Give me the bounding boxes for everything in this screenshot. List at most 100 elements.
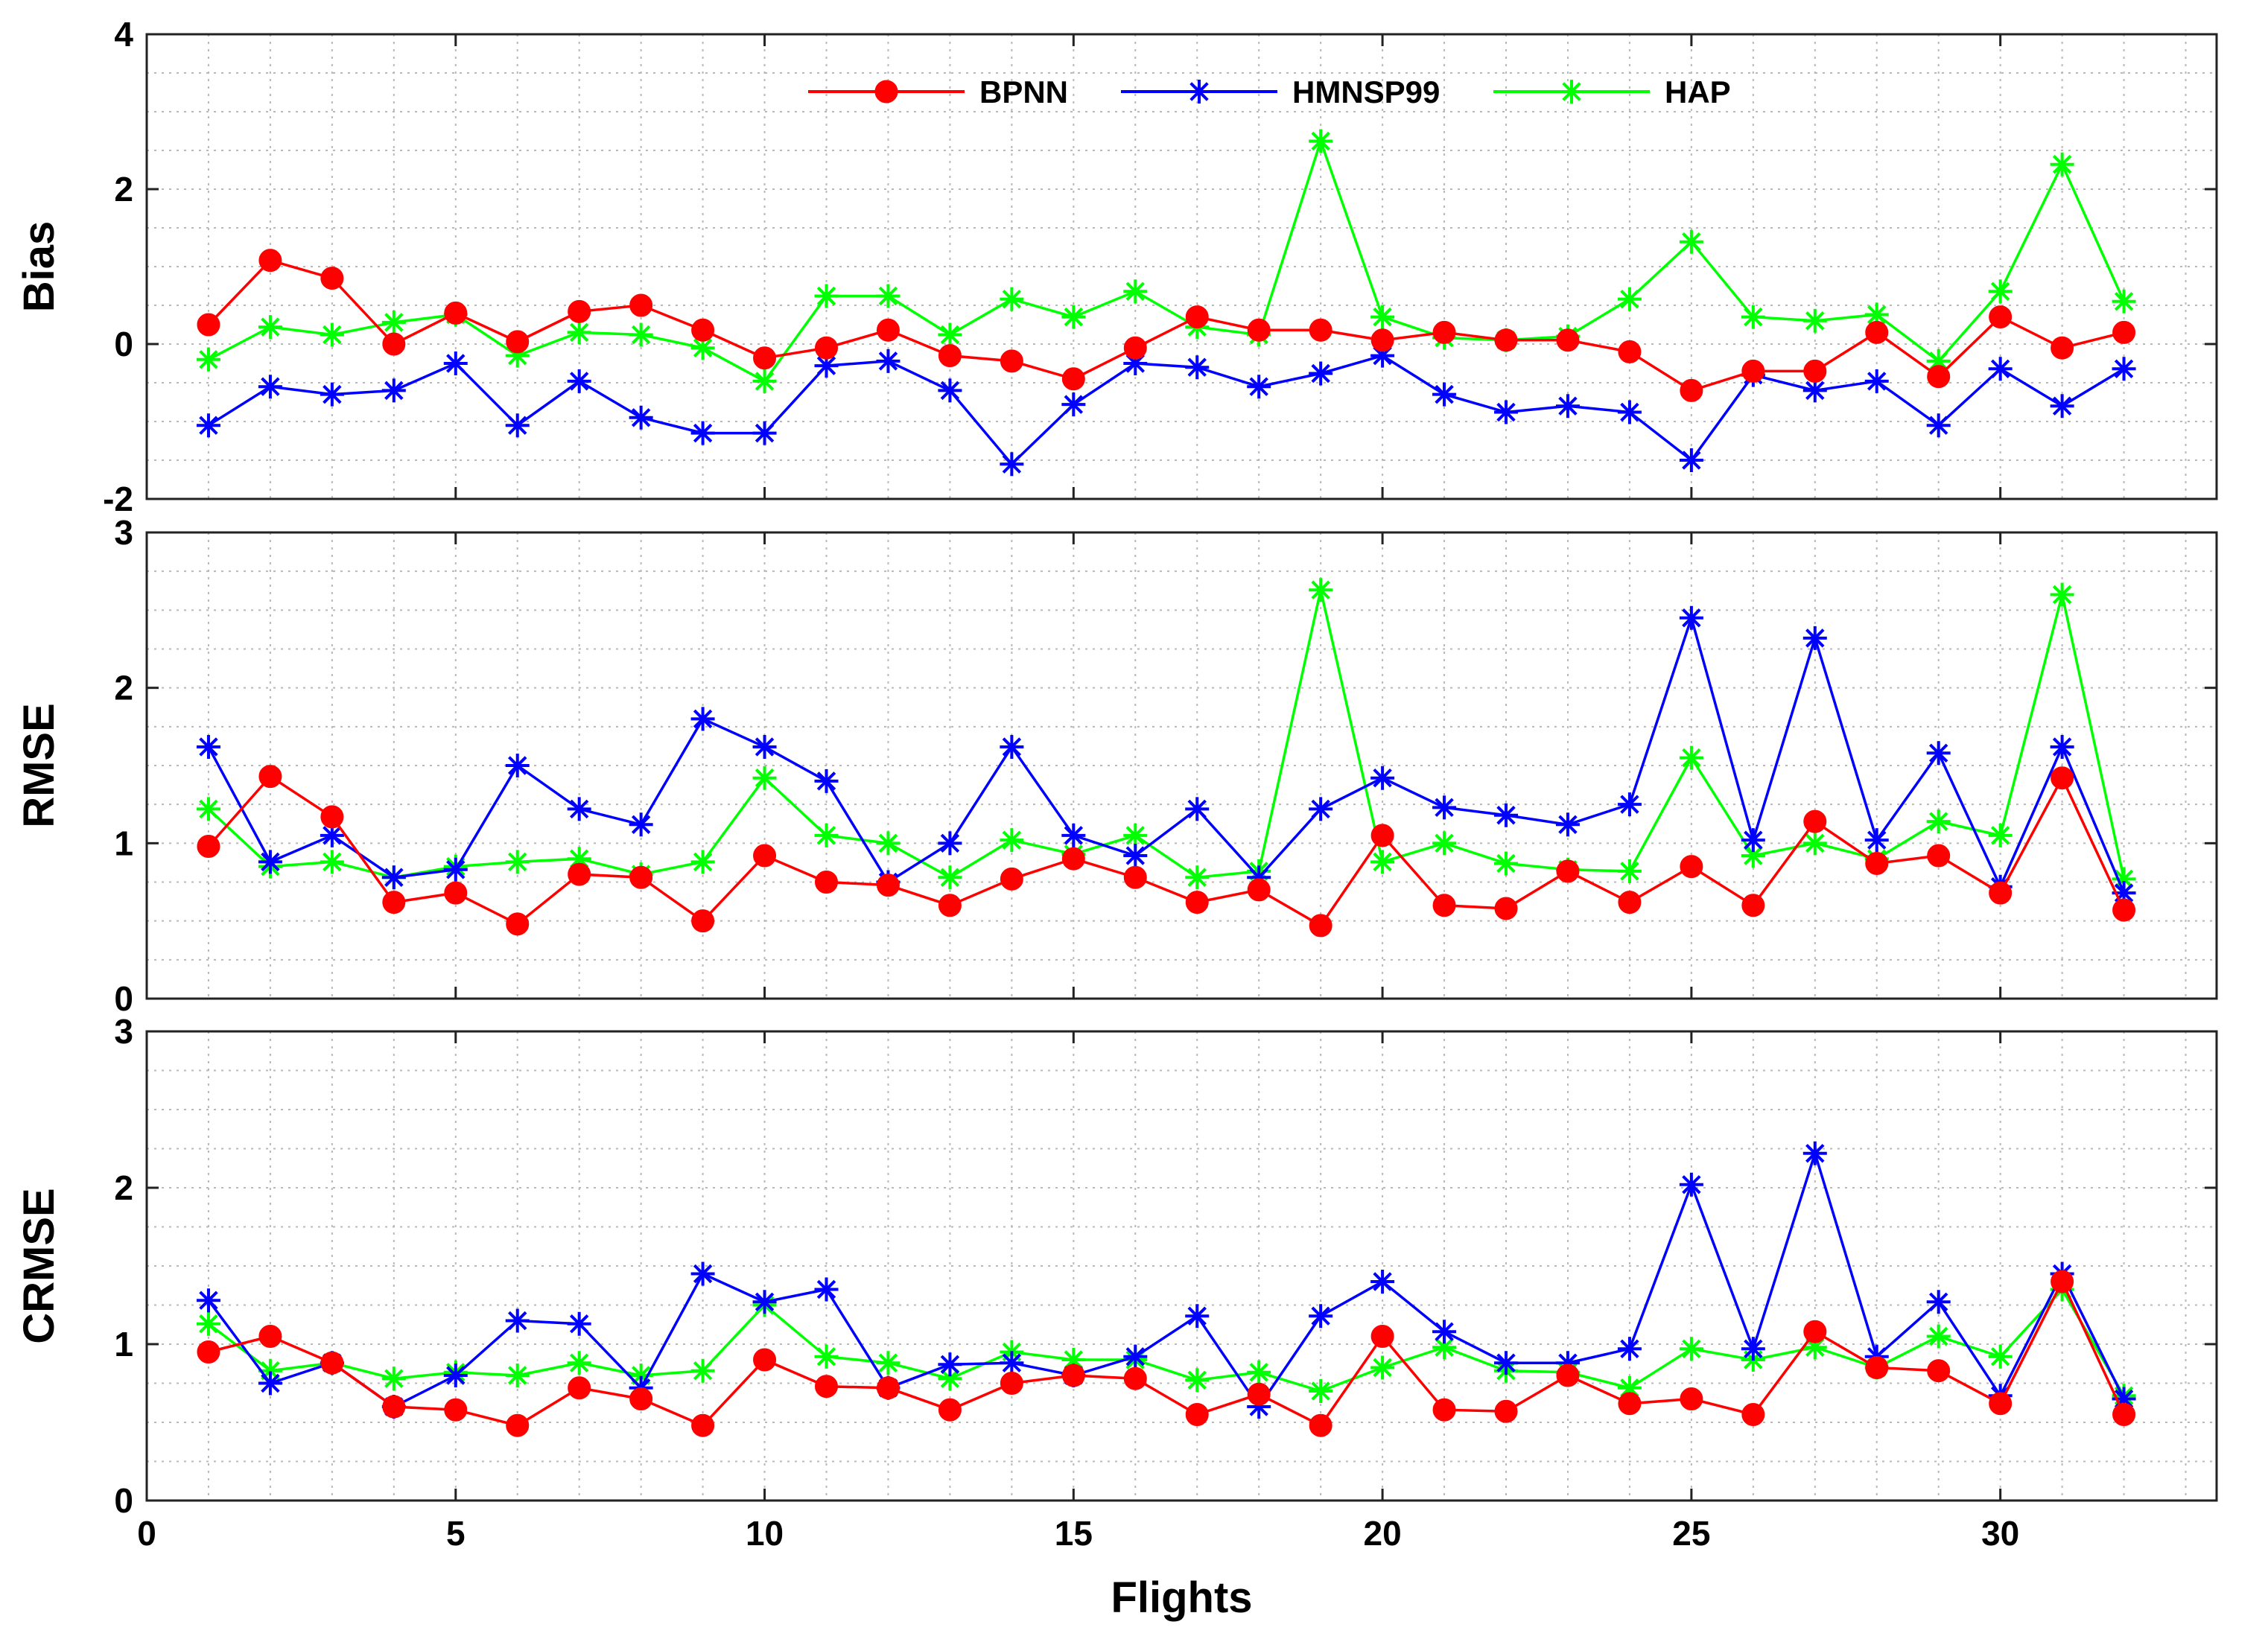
data-point-hmnsp99 xyxy=(2112,1387,2136,1411)
series-hmnsp99 xyxy=(196,343,2136,477)
data-point-bpnn xyxy=(876,874,900,897)
data-point-bpnn xyxy=(258,249,282,273)
data-point-hap xyxy=(1123,279,1148,304)
series-bpnn xyxy=(197,765,2136,938)
data-point-hap xyxy=(690,336,715,360)
data-point-bpnn xyxy=(1680,378,1703,402)
data-point-bpnn xyxy=(1494,897,1518,920)
data-point-hap xyxy=(690,1358,715,1383)
x-tick-label: 5 xyxy=(446,1514,466,1553)
data-point-bpnn xyxy=(1618,1392,1642,1416)
data-point-bpnn xyxy=(568,862,591,886)
data-point-hap xyxy=(1864,302,1889,327)
grid xyxy=(147,532,2217,999)
data-point-bpnn xyxy=(1123,865,1147,889)
data-point-bpnn xyxy=(874,80,898,104)
data-point-hap xyxy=(1309,129,1333,153)
panel-crmse: 0 1 2 3 CRMSE xyxy=(15,1012,2218,1520)
data-point-hap xyxy=(1123,823,1148,847)
data-point-hmnsp99 xyxy=(1864,369,1889,393)
data-point-hap xyxy=(1000,828,1024,853)
data-point-bpnn xyxy=(629,293,653,317)
data-point-hap xyxy=(320,850,344,874)
data-point-hap xyxy=(1679,1337,1703,1361)
data-point-hap xyxy=(2050,582,2074,607)
data-point-bpnn xyxy=(876,318,900,342)
data-point-hmnsp99 xyxy=(196,1288,220,1313)
data-point-hap xyxy=(1061,1348,1086,1372)
data-point-bpnn xyxy=(1803,1320,1827,1343)
data-point-bpnn xyxy=(197,835,220,859)
data-point-hap xyxy=(1988,1344,2013,1369)
data-point-hap xyxy=(1802,831,1827,856)
data-point-hmnsp99 xyxy=(1309,361,1333,386)
data-point-hap xyxy=(1617,859,1642,883)
data-point-bpnn xyxy=(1000,349,1023,373)
series-hmnsp99 xyxy=(196,605,2136,906)
data-point-hap xyxy=(629,322,653,347)
y-tick-label: 1 xyxy=(114,824,133,862)
data-point-hmnsp99 xyxy=(258,375,282,399)
data-point-bpnn xyxy=(1309,318,1332,342)
data-point-hap xyxy=(1370,1355,1395,1380)
data-point-hap xyxy=(876,831,900,856)
data-point-hmnsp99 xyxy=(1247,375,1271,399)
series-hap xyxy=(196,129,2136,393)
data-point-hap xyxy=(1432,831,1457,856)
axes-box xyxy=(145,531,2218,1000)
y-axis-label: RMSE xyxy=(15,703,63,828)
data-point-hmnsp99 xyxy=(1309,1304,1333,1329)
data-point-hap xyxy=(938,322,962,347)
data-point-bpnn xyxy=(2112,898,2136,922)
data-point-hmnsp99 xyxy=(196,413,220,438)
series-bpnn xyxy=(197,249,2136,402)
data-point-hap xyxy=(1741,844,1765,868)
data-point-hap xyxy=(196,797,220,821)
data-point-hmnsp99 xyxy=(629,812,653,837)
data-point-hap xyxy=(1309,578,1333,602)
data-point-hmnsp99 xyxy=(443,857,468,882)
data-point-hap xyxy=(258,1358,282,1383)
data-point-hap xyxy=(629,1364,653,1387)
x-tick-label: 0 xyxy=(137,1514,156,1553)
series-line-hap xyxy=(207,1287,2126,1397)
data-point-bpnn xyxy=(1927,365,1951,389)
data-point-hmnsp99 xyxy=(1185,355,1210,380)
data-point-hmnsp99 xyxy=(443,351,468,375)
data-point-hmnsp99 xyxy=(690,707,715,731)
data-point-hap xyxy=(690,850,715,874)
data-point-bpnn xyxy=(753,346,777,370)
data-point-hmnsp99 xyxy=(1555,812,1580,837)
data-point-bpnn xyxy=(1989,305,2013,329)
data-point-bpnn xyxy=(1680,855,1703,879)
data-point-hap xyxy=(2112,289,2136,314)
data-point-hap xyxy=(1061,305,1086,329)
panel-bias: -2 0 2 4 Bias xyxy=(15,15,2218,518)
data-point-bpnn xyxy=(1061,367,1085,391)
data-point-bpnn xyxy=(753,1348,777,1372)
grid xyxy=(147,34,2217,499)
data-point-bpnn xyxy=(506,330,530,354)
data-point-bpnn xyxy=(444,1398,468,1422)
data-point-bpnn xyxy=(382,1395,406,1419)
data-point-bpnn xyxy=(1989,1392,2013,1416)
data-point-hmnsp99 xyxy=(1247,1395,1271,1419)
series-line-hap xyxy=(208,137,2126,384)
data-point-hap xyxy=(1988,823,2013,847)
data-point-bpnn xyxy=(629,1387,653,1410)
data-point-hap xyxy=(258,315,282,340)
data-point-bpnn xyxy=(2112,320,2136,344)
data-point-hmnsp99 xyxy=(381,865,406,890)
data-point-hmnsp99 xyxy=(1555,1351,1580,1375)
data-point-hap xyxy=(752,369,777,393)
data-point-bpnn xyxy=(1185,1403,1209,1426)
data-point-hmnsp99 xyxy=(1679,605,1703,630)
legend-label: BPNN xyxy=(979,74,1068,109)
axes-box xyxy=(145,33,2218,500)
legend-label: HMNSP99 xyxy=(1292,74,1440,109)
legend-label: HAP xyxy=(1665,74,1731,109)
data-point-hap xyxy=(505,343,530,368)
x-axis-label: Flights xyxy=(1111,1574,1252,1622)
series-line-bpnn xyxy=(207,258,2124,392)
